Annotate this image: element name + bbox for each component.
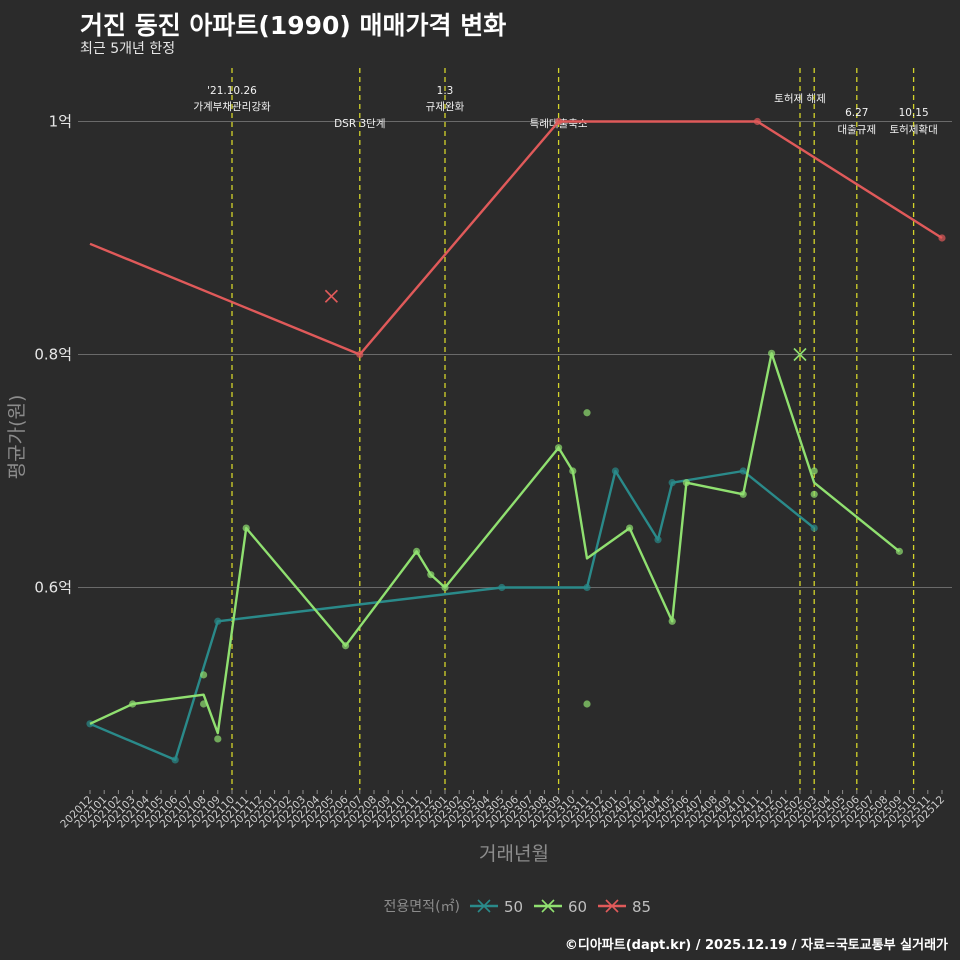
legend: 전용면적(㎡) 50 60 85	[384, 898, 652, 916]
event-label: 10.15	[899, 107, 929, 119]
data-point	[739, 490, 747, 498]
grid-lines	[78, 121, 952, 588]
data-point	[413, 547, 421, 555]
data-point	[810, 524, 818, 532]
data-point	[427, 571, 435, 579]
x-axis-title: 거래년월	[479, 843, 549, 865]
legend-label: 50	[504, 898, 523, 916]
cross-marker	[324, 289, 338, 303]
data-point	[171, 756, 179, 764]
data-point	[498, 583, 506, 592]
data-point	[739, 467, 747, 475]
legend-key-cross	[605, 899, 619, 913]
data-point	[214, 617, 222, 625]
data-point	[555, 117, 563, 126]
data-series	[86, 117, 946, 764]
page-title: 거진 동진 아파트(1990) 매매가격 변화	[80, 11, 507, 40]
y-axis-ticks: 0.6억 0.8억 1억	[34, 113, 72, 597]
y-axis-title: 평균가(원)	[6, 395, 28, 480]
data-point	[214, 735, 222, 743]
event-label: 대출규제	[837, 124, 876, 136]
data-point	[242, 524, 250, 532]
legend-label: 85	[632, 898, 651, 916]
legend-key-cross	[541, 899, 555, 913]
data-point	[810, 490, 818, 498]
data-point	[938, 234, 946, 242]
data-point	[555, 444, 563, 452]
y-tick-label: 0.6억	[34, 579, 72, 597]
series-50	[86, 467, 818, 764]
data-point	[810, 467, 818, 475]
series-85	[89, 117, 946, 359]
data-point	[200, 700, 208, 708]
event-label: 6.27	[845, 107, 868, 119]
event-label: 규제완화	[426, 100, 465, 113]
legend-title: 전용면적(㎡)	[384, 899, 460, 915]
event-label: '21.10.26	[207, 85, 257, 97]
data-point	[569, 467, 577, 475]
data-point	[768, 349, 776, 357]
event-label: 가계부채관리강화	[193, 101, 271, 113]
cross-marker	[793, 347, 807, 362]
y-tick-label: 0.8억	[34, 346, 72, 364]
x-axis-ticks: 2020122021012021022021032021042021052021…	[58, 790, 947, 830]
data-point	[668, 479, 676, 487]
event-label: DSR 3단계	[334, 118, 385, 130]
source-caption: ©디아파트(dapt.kr) / 2025.12.19 / 자료=국토교통부 실…	[564, 938, 948, 953]
data-point	[441, 583, 449, 592]
series-line	[89, 352, 901, 735]
series-60	[89, 347, 904, 743]
event-label: 토허제확대	[889, 123, 937, 136]
data-point	[753, 117, 762, 126]
data-point	[583, 700, 591, 708]
data-point	[682, 479, 691, 487]
data-point	[626, 524, 634, 532]
data-point	[654, 536, 662, 544]
page-subtitle: 최근 5개년 한정	[80, 41, 176, 57]
y-tick-label: 1억	[49, 113, 72, 131]
data-point	[200, 671, 208, 679]
event-label: 토허제 해제	[774, 92, 826, 105]
data-point	[129, 700, 137, 708]
data-point	[611, 467, 620, 475]
data-point	[895, 547, 904, 555]
series-line	[89, 469, 815, 762]
event-label: 1.3	[437, 85, 454, 97]
legend-label: 60	[568, 898, 587, 916]
data-point	[583, 409, 591, 417]
series-line	[89, 120, 943, 356]
data-point	[583, 583, 591, 592]
data-point	[342, 642, 350, 650]
data-point	[356, 350, 364, 359]
legend-key-cross	[477, 899, 491, 913]
data-point	[668, 617, 676, 625]
